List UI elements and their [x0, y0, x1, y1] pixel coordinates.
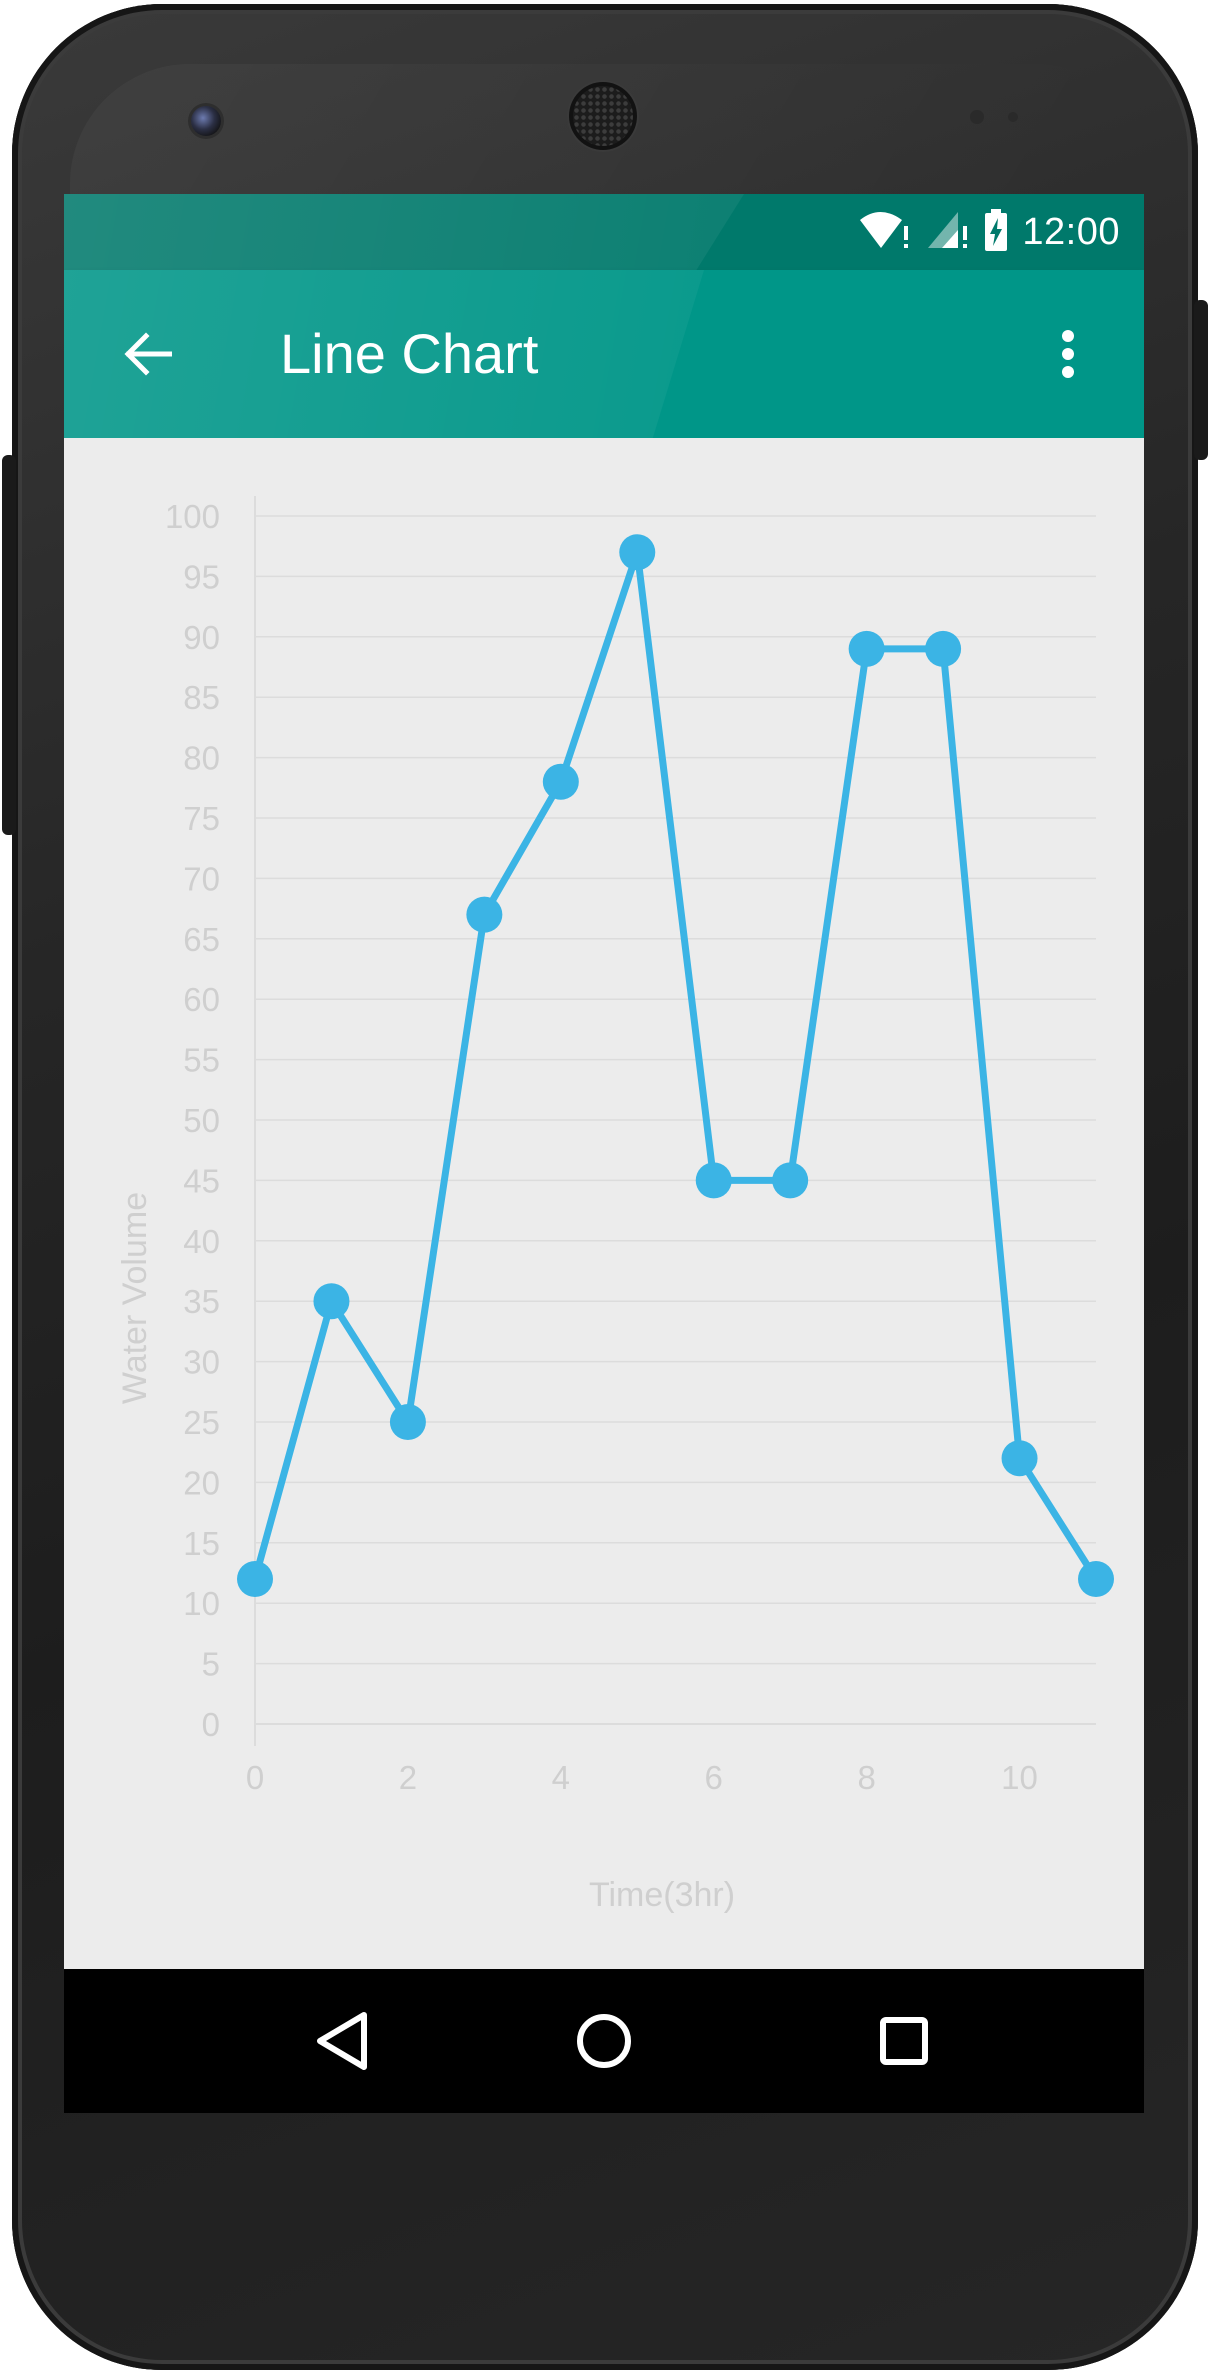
- y-tick-label: 0: [202, 1706, 220, 1743]
- x-tick-label: 6: [705, 1759, 723, 1796]
- x-axis-label: Time(3hr): [589, 1876, 735, 1914]
- y-tick-label: 50: [183, 1102, 220, 1139]
- y-tick-label: 60: [183, 981, 220, 1018]
- overflow-menu-button[interactable]: [1044, 322, 1092, 386]
- x-tick-labels: 0 2 4 6 8 10: [246, 1759, 1038, 1796]
- data-point[interactable]: [389, 1404, 426, 1440]
- y-tick-label: 80: [183, 740, 220, 777]
- status-time: 12:00: [1022, 210, 1120, 253]
- signal-alert-icon: [926, 210, 970, 255]
- data-series: [237, 534, 1114, 1598]
- front-camera-icon: [191, 106, 221, 136]
- grid-lines: [255, 515, 1096, 1725]
- y-tick-label: 75: [183, 800, 220, 837]
- status-icons: 12:00: [858, 208, 1120, 256]
- y-tick-label: 30: [183, 1344, 220, 1381]
- nav-home-button[interactable]: [564, 2001, 644, 2081]
- y-tick-label: 100: [165, 498, 220, 535]
- arrow-left-icon: [124, 332, 172, 376]
- y-tick-label: 95: [183, 558, 220, 595]
- data-point[interactable]: [466, 896, 503, 933]
- nav-back-button[interactable]: [302, 2001, 382, 2081]
- data-point[interactable]: [695, 1162, 732, 1199]
- y-tick-label: 85: [183, 679, 220, 716]
- battery-charging-icon: [984, 208, 1008, 256]
- app-bar: Line Chart: [64, 270, 1144, 438]
- volume-button: [2, 455, 16, 835]
- y-tick-label: 10: [183, 1585, 220, 1622]
- x-tick-label: 10: [1001, 1759, 1038, 1796]
- data-point[interactable]: [925, 630, 962, 667]
- data-point[interactable]: [542, 763, 579, 800]
- chart-axes: [254, 496, 1096, 1746]
- more-vert-icon: [1062, 330, 1074, 378]
- status-bar: 12:00: [64, 194, 1144, 270]
- light-sensor-icon: [1008, 112, 1018, 122]
- x-tick-label: 0: [246, 1759, 264, 1796]
- y-tick-label: 35: [183, 1283, 220, 1320]
- y-tick-labels: 0 5 10 15 20 25 30 35 40 45 50 55 60 65 70 75 80 85 90 95 10…: [165, 498, 220, 1743]
- y-tick-label: 55: [183, 1042, 220, 1079]
- power-button: [1194, 300, 1208, 460]
- y-tick-label: 90: [183, 619, 220, 656]
- x-tick-label: 4: [552, 1759, 570, 1796]
- data-point[interactable]: [1078, 1561, 1114, 1598]
- phone-screen: 12:00 Line Chart 0 5 10 15 20 25 30 35 40 45 50 55 6…: [64, 194, 1144, 2113]
- navigation-bar: [64, 1969, 1144, 2113]
- x-tick-label: 8: [857, 1759, 875, 1796]
- line-chart: 0510152025303540455055606570758085909510…: [116, 496, 1114, 1914]
- home-circle-icon: [577, 2014, 631, 2068]
- nav-recents-button[interactable]: [864, 2001, 944, 2081]
- data-point[interactable]: [772, 1162, 809, 1199]
- y-tick-label: 70: [183, 860, 220, 897]
- back-button[interactable]: [116, 322, 180, 386]
- y-tick-label: 5: [202, 1646, 220, 1683]
- y-tick-label: 25: [183, 1404, 220, 1441]
- y-tick-label: 15: [183, 1525, 220, 1562]
- data-point[interactable]: [313, 1283, 350, 1320]
- data-point[interactable]: [237, 1561, 273, 1598]
- series-line: [251, 548, 1100, 1583]
- back-triangle-icon: [317, 2012, 367, 2070]
- earpiece-speaker-icon: [573, 86, 633, 146]
- y-tick-label: 65: [183, 921, 220, 958]
- proximity-sensor-icon: [970, 110, 984, 124]
- y-tick-label: 40: [183, 1223, 220, 1260]
- data-point[interactable]: [1001, 1440, 1038, 1477]
- data-point[interactable]: [848, 630, 885, 667]
- page-title: Line Chart: [280, 322, 539, 385]
- y-tick-label: 20: [183, 1464, 220, 1501]
- wifi-alert-icon: [858, 210, 912, 255]
- recents-square-icon: [880, 2017, 928, 2065]
- y-axis-label: Water Volume: [116, 1192, 154, 1404]
- chart-container: 0 5 10 15 20 25 30 35 40 45 50 55 60 65 70 75 80 85 90 95 10…: [64, 438, 1144, 1969]
- x-tick-label: 2: [399, 1759, 417, 1796]
- data-point[interactable]: [619, 534, 656, 571]
- y-tick-label: 45: [183, 1162, 220, 1199]
